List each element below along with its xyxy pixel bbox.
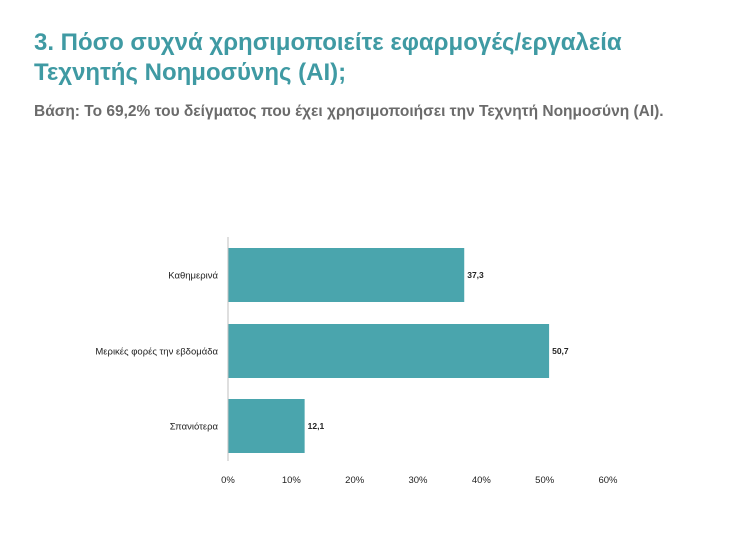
x-tick-label-0: 0% (221, 475, 235, 486)
value-label-0: 37,3 (467, 270, 484, 280)
x-axis-ticks: 0% 10% 20% 30% 40% 50% 60% (221, 475, 618, 486)
page-subtitle: Βάση: Το 69,2% του δείγματος που έχει χρ… (34, 103, 664, 120)
x-tick-label-1: 10% (282, 475, 302, 486)
value-labels: 37,3 50,7 12,1 (308, 270, 569, 431)
value-label-2: 12,1 (308, 421, 325, 431)
x-tick-label-5: 50% (535, 475, 555, 486)
value-label-1: 50,7 (552, 346, 569, 356)
x-tick-label-6: 60% (598, 475, 618, 486)
category-label-1: Μερικές φορές την εβδομάδα (95, 347, 218, 358)
x-tick-label-3: 30% (408, 475, 428, 486)
category-label-0: Καθημερινά (168, 271, 218, 282)
x-tick-label-2: 20% (345, 475, 365, 486)
page-title: 3. Πόσο συχνά χρησιμοποιείτε εφαρμογές/ε… (34, 29, 622, 86)
x-tick-label-4: 40% (472, 475, 492, 486)
bar-2 (228, 399, 305, 453)
bars-group (228, 248, 550, 453)
bar-1 (228, 324, 550, 378)
bar-0 (228, 248, 465, 302)
category-labels: Καθημερινά Μερικές φορές την εβδομάδα Σπαν… (95, 271, 218, 433)
category-label-2: Σπανιότερα (170, 422, 219, 433)
